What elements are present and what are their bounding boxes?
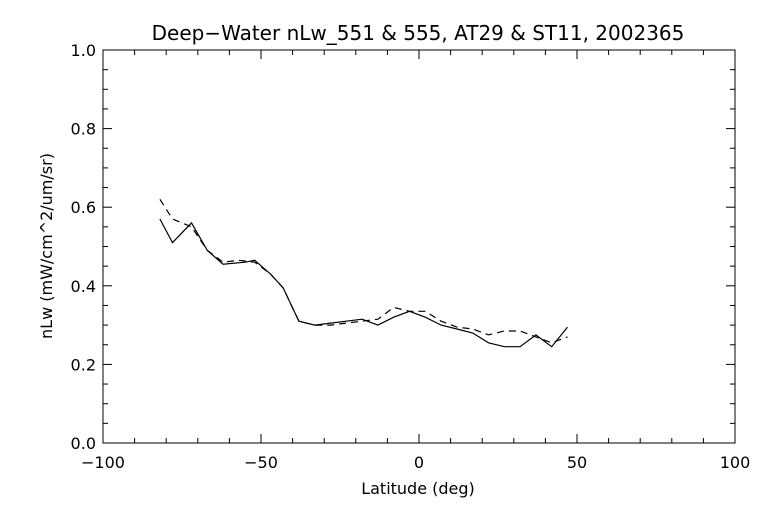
- y-axis-label: nLw (mW/cm^2/um/sr): [37, 153, 56, 339]
- data-series: [159, 198, 568, 348]
- chart-title: Deep−Water nLw_551 & 555, AT29 & ST11, 2…: [152, 21, 685, 45]
- x-tick-label: −100: [81, 453, 125, 472]
- y-tick-label: 0.2: [71, 355, 96, 374]
- x-axis-label: Latitude (deg): [361, 479, 475, 498]
- solid-series-line: [159, 218, 568, 348]
- y-tick-label: 0.6: [71, 198, 96, 217]
- y-tick-label: 1.0: [71, 41, 96, 60]
- y-tick-label: 0.8: [71, 120, 96, 139]
- x-tick-label: 100: [720, 453, 751, 472]
- y-tick-label: 0.4: [71, 277, 96, 296]
- x-tick-label: 50: [567, 453, 587, 472]
- y-tick-label: 0.0: [71, 434, 96, 453]
- x-tick-label: −50: [244, 453, 278, 472]
- plot-frame: [102, 49, 736, 444]
- x-tick-label: 0: [414, 453, 424, 472]
- axis-ticks: [102, 49, 736, 444]
- dashed-series-line: [159, 198, 568, 344]
- axis-tick-labels: −100 −50 0 50 100 0.0 0.2 0.4 0.6 0.8 1.0: [71, 41, 751, 472]
